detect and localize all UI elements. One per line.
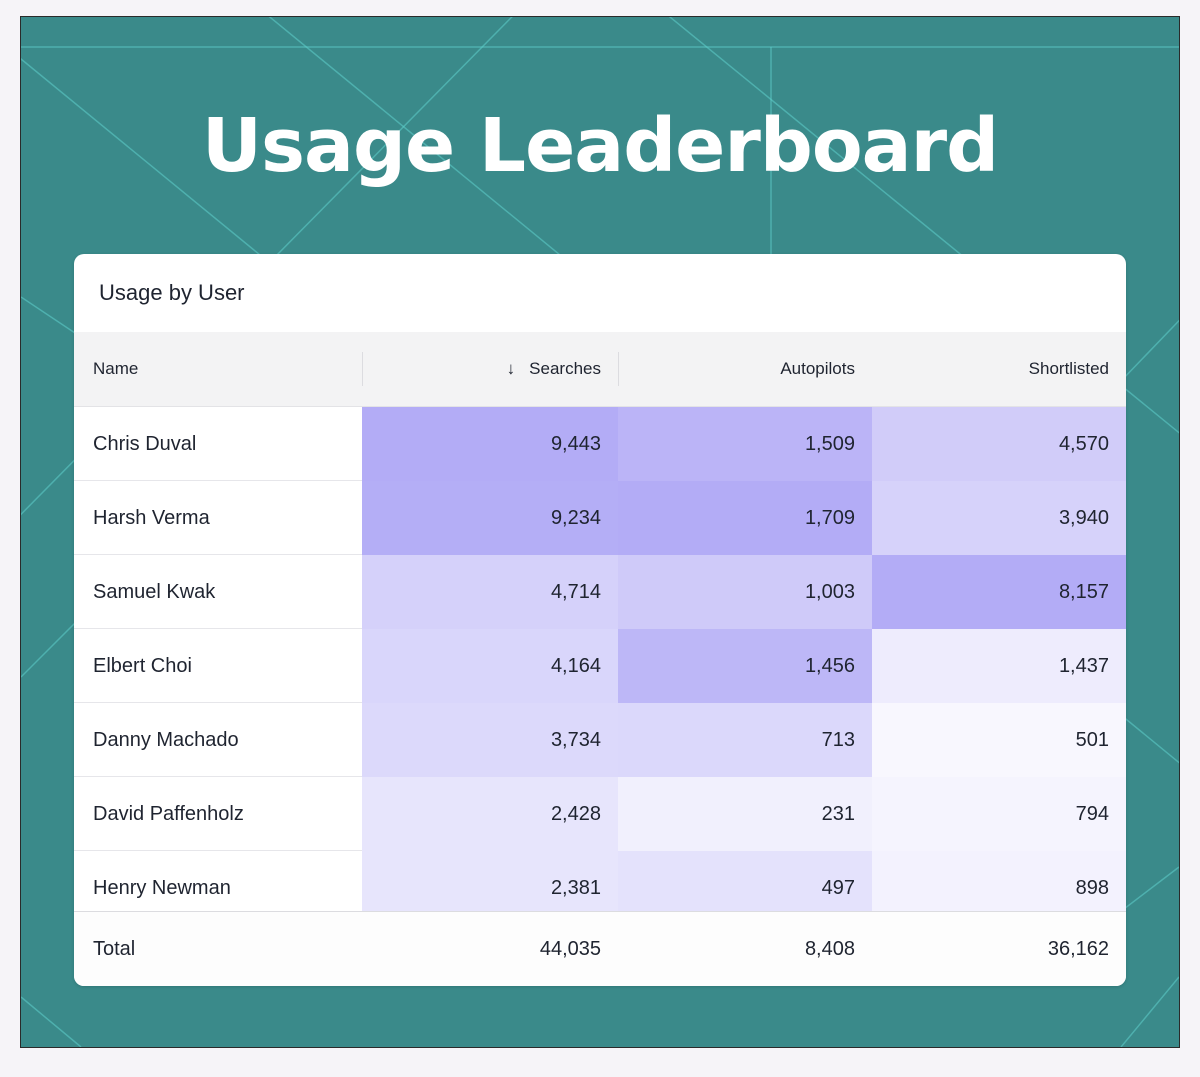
searches-cell: 3,734 <box>362 703 618 777</box>
shortlisted-cell: 1,437 <box>872 629 1126 703</box>
column-header-shortlisted[interactable]: Shortlisted <box>872 332 1126 406</box>
shortlisted-cell: 8,157 <box>872 555 1126 629</box>
poster-frame: Usage Leaderboard Usage by User Name ↓ Se… <box>20 16 1180 1048</box>
column-header-label: Shortlisted <box>1028 359 1109 378</box>
column-header-autopilots[interactable]: Autopilots <box>618 332 872 406</box>
searches-cell: 4,164 <box>362 629 618 703</box>
table-footer-total: Total 44,035 8,408 36,162 <box>74 911 1126 986</box>
user-name-cell: Elbert Choi <box>93 655 192 677</box>
table-row[interactable]: Harsh Verma 9,234 1,709 3,940 <box>74 481 1126 555</box>
column-header-name[interactable]: Name <box>74 332 362 406</box>
total-searches: 44,035 <box>539 938 601 960</box>
user-name-cell: David Paffenholz <box>93 803 244 825</box>
total-shortlisted: 36,162 <box>1047 938 1109 960</box>
searches-cell: 4,714 <box>362 555 618 629</box>
shortlisted-cell: 794 <box>872 777 1126 851</box>
searches-cell: 9,234 <box>362 481 618 555</box>
user-name-cell: Henry Newman <box>93 877 231 899</box>
shortlisted-cell: 4,570 <box>872 407 1126 481</box>
table-body: Chris Duval 9,443 1,509 4,570 Harsh Verm… <box>74 407 1126 911</box>
user-name-cell: Danny Machado <box>93 729 239 751</box>
searches-cell: 2,428 <box>362 777 618 851</box>
column-header-label: Name <box>93 359 139 378</box>
autopilots-cell: 1,003 <box>618 555 872 629</box>
table-header: Name ↓ Searches Autopilots Shortlisted <box>74 332 1126 407</box>
autopilots-cell: 497 <box>618 851 872 911</box>
autopilots-cell: 1,456 <box>618 629 872 703</box>
total-autopilots: 8,408 <box>804 938 855 960</box>
page-headline: Usage Leaderboard <box>201 103 999 189</box>
user-name-cell: Samuel Kwak <box>93 581 216 603</box>
searches-cell: 9,443 <box>362 407 618 481</box>
searches-cell: 2,381 <box>362 851 618 911</box>
column-header-label: Autopilots <box>780 359 855 378</box>
usage-table-card: Usage by User Name ↓ Searches Autopilots … <box>74 254 1126 986</box>
table-row[interactable]: Danny Machado 3,734 713 501 <box>74 703 1126 777</box>
table-row[interactable]: Henry Newman 2,381 497 898 <box>74 851 1126 911</box>
column-header-label: Searches <box>529 359 601 378</box>
shortlisted-cell: 3,940 <box>872 481 1126 555</box>
table-row[interactable]: Chris Duval 9,443 1,509 4,570 <box>74 407 1126 481</box>
table-row[interactable]: David Paffenholz 2,428 231 794 <box>74 777 1126 851</box>
autopilots-cell: 1,709 <box>618 481 872 555</box>
autopilots-cell: 713 <box>618 703 872 777</box>
column-header-searches[interactable]: ↓ Searches <box>362 332 618 406</box>
user-name-cell: Harsh Verma <box>93 507 210 529</box>
shortlisted-cell: 501 <box>872 703 1126 777</box>
autopilots-cell: 231 <box>618 777 872 851</box>
card-title: Usage by User <box>99 280 245 305</box>
table-row[interactable]: Samuel Kwak 4,714 1,003 8,157 <box>74 555 1126 629</box>
shortlisted-cell: 898 <box>872 851 1126 911</box>
table-row[interactable]: Elbert Choi 4,164 1,456 1,437 <box>74 629 1126 703</box>
user-name-cell: Chris Duval <box>93 433 197 455</box>
arrow-down-icon: ↓ <box>506 359 516 378</box>
total-label: Total <box>93 938 136 960</box>
autopilots-cell: 1,509 <box>618 407 872 481</box>
